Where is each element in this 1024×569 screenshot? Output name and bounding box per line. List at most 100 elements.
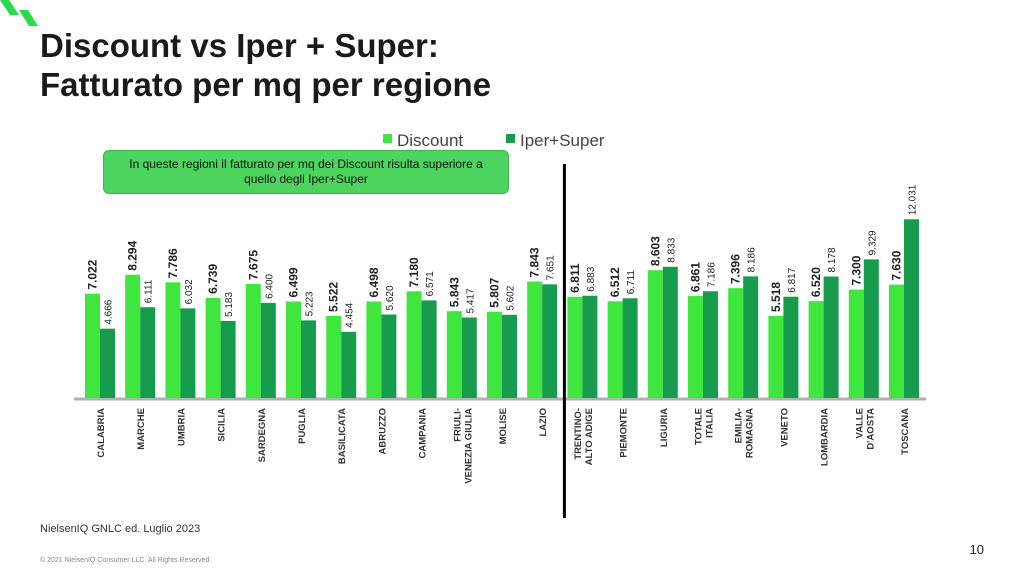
category-label: PIEMONTE: [619, 408, 630, 458]
bar-iper-super: [783, 296, 799, 398]
bar-iper-super: [502, 314, 517, 398]
bar-iper-super: [904, 219, 919, 398]
bar-discount: [889, 284, 904, 398]
category-label: MOLISE: [498, 408, 509, 444]
bar-iper-super: [260, 302, 276, 398]
bar-discount: [165, 282, 181, 398]
bar-iper-super: [662, 266, 678, 398]
data-label: 5.417: [465, 288, 476, 313]
data-label: 7.396: [729, 254, 743, 284]
bar-iper-super: [180, 308, 196, 398]
bar-discount: [125, 274, 141, 398]
category-label: SICILIA: [217, 408, 228, 442]
bar-discount: [768, 316, 784, 398]
data-label: 12.031: [908, 184, 919, 215]
data-label: 6.520: [809, 267, 823, 297]
data-label: 4.454: [345, 302, 356, 327]
copyright-note: © 2021 NielsenIQ Consumer LLC. All Right…: [40, 557, 212, 564]
category-label: LOMBARDIA: [820, 408, 831, 466]
bar-discount: [607, 301, 623, 398]
title-line-1: Discount vs Iper + Super:: [40, 27, 439, 64]
bar-discount: [567, 296, 583, 398]
data-label: 6.817: [787, 267, 798, 292]
bar-iper-super: [301, 320, 316, 398]
bar-discount: [446, 311, 462, 398]
category-label: LIGURIA: [659, 408, 670, 447]
data-label: 7.300: [849, 255, 863, 285]
bar-discount: [245, 283, 261, 398]
bar-iper-super: [703, 291, 718, 398]
category-label: TRENTINO-ALTO ADIGE: [573, 408, 595, 465]
category-label: MARCHE: [136, 408, 147, 450]
bar-discount: [808, 301, 824, 398]
data-label: 5.518: [769, 282, 783, 312]
bar-discount: [326, 315, 342, 398]
bar-iper-super: [100, 328, 115, 398]
legend-label: Iper+Super: [520, 131, 605, 150]
data-label: 6.571: [425, 271, 436, 296]
category-label: BASILICATA: [337, 408, 348, 464]
data-label: 6.883: [586, 266, 597, 291]
legend-swatch: [383, 134, 392, 143]
bar-iper-super: [341, 331, 357, 398]
bar-iper-super: [381, 314, 397, 398]
data-label: 8.603: [648, 236, 662, 266]
data-label: 6.739: [206, 264, 220, 294]
bar-discount: [487, 311, 502, 398]
bar-iper-super: [582, 295, 598, 398]
data-label: 8.294: [126, 240, 140, 270]
data-label: 7.843: [528, 247, 542, 277]
source-note: NielsenIQ GNLC ed. Luglio 2023: [40, 523, 201, 535]
data-label: 6.111: [144, 279, 155, 303]
bar-iper-super: [421, 300, 437, 398]
category-label: TOTALEITALIA: [694, 408, 716, 445]
category-label: CAMPANIA: [418, 408, 429, 459]
legend: Discount Iper+Super: [383, 131, 605, 150]
bar-discount: [205, 297, 221, 398]
bar-iper-super: [743, 276, 759, 398]
data-label: 5.843: [447, 277, 461, 307]
callout-text: In queste regioni il fatturato per mq de…: [129, 157, 483, 186]
bar-iper-super: [461, 317, 477, 398]
data-label: 5.807: [488, 277, 502, 307]
category-label: VALLED'AOSTA: [854, 408, 876, 450]
data-label: 5.620: [385, 285, 396, 310]
bar-discount: [728, 288, 744, 398]
data-label: 8.178: [827, 247, 838, 272]
callout-box: In queste regioni il fatturato per mq de…: [103, 150, 509, 194]
data-label: 7.186: [707, 262, 718, 287]
bar-discount: [688, 296, 703, 398]
bar-iper-super: [863, 259, 879, 398]
data-label: 7.630: [890, 250, 904, 280]
data-label: 6.499: [287, 267, 301, 297]
data-label: 6.032: [184, 279, 195, 304]
bar-discount: [848, 289, 864, 398]
category-label: EMILIA-ROMAGNA: [734, 408, 756, 458]
category-label: PUGLIA: [297, 408, 308, 444]
data-label: 8.186: [747, 247, 758, 272]
bar-discount: [85, 293, 100, 398]
bar-iper-super: [823, 276, 839, 398]
bar-iper-super: [140, 307, 156, 398]
data-label: 5.522: [327, 282, 341, 312]
category-label: TOSCANA: [900, 408, 911, 455]
data-label: 7.180: [407, 257, 421, 287]
bar-discount: [527, 281, 543, 398]
data-label: 8.833: [666, 237, 677, 262]
data-label: 6.811: [568, 263, 582, 293]
bar-iper-super: [622, 298, 638, 398]
data-label: 6.861: [689, 262, 703, 292]
data-label: 9.329: [867, 230, 878, 255]
data-label: 7.786: [166, 248, 180, 278]
category-label: UMBRIA: [176, 408, 187, 446]
bar-discount: [406, 291, 422, 398]
legend-swatch: [506, 134, 515, 143]
data-label: 5.602: [506, 285, 517, 310]
data-label: 4.666: [104, 299, 115, 324]
title-line-2: Fatturato per mq per regione: [40, 66, 492, 103]
data-label: 6.400: [264, 273, 275, 298]
bar-discount: [366, 301, 382, 398]
data-label: 7.022: [86, 259, 100, 289]
bar-iper-super: [542, 284, 558, 398]
